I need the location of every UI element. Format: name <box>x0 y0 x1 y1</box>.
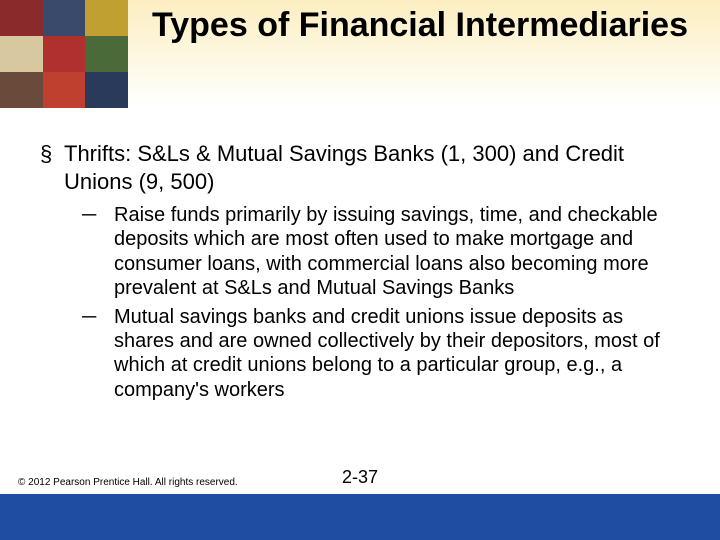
collage-cell <box>43 0 86 36</box>
page-number: 2-37 <box>0 467 720 488</box>
collage-cell <box>0 0 43 36</box>
dash-marker: ─ <box>82 305 114 403</box>
bullet-level2: ─ Mutual savings banks and credit unions… <box>82 305 680 403</box>
collage-cell <box>43 72 86 108</box>
slide: Types of Financial Intermediaries § Thri… <box>0 0 720 540</box>
collage-cell <box>43 36 86 72</box>
sub-bullet-text: Mutual savings banks and credit unions i… <box>114 305 680 403</box>
dash-marker: ─ <box>82 203 114 301</box>
bullet-level2: ─ Raise funds primarily by issuing savin… <box>82 203 680 301</box>
sub-bullet-text: Raise funds primarily by issuing savings… <box>114 203 680 301</box>
bullet-marker: § <box>40 140 64 195</box>
footer-band <box>0 494 720 540</box>
collage-cell <box>85 36 128 72</box>
collage-cell <box>0 36 43 72</box>
bullet-text: Thrifts: S&Ls & Mutual Savings Banks (1,… <box>64 140 680 195</box>
header-collage <box>0 0 128 108</box>
slide-title: Types of Financial Intermediaries <box>140 6 700 45</box>
sub-bullet-list: ─ Raise funds primarily by issuing savin… <box>82 203 680 402</box>
bullet-level1: § Thrifts: S&Ls & Mutual Savings Banks (… <box>40 140 680 195</box>
collage-cell <box>85 72 128 108</box>
collage-cell <box>85 0 128 36</box>
content-area: § Thrifts: S&Ls & Mutual Savings Banks (… <box>40 140 680 406</box>
collage-cell <box>0 72 43 108</box>
